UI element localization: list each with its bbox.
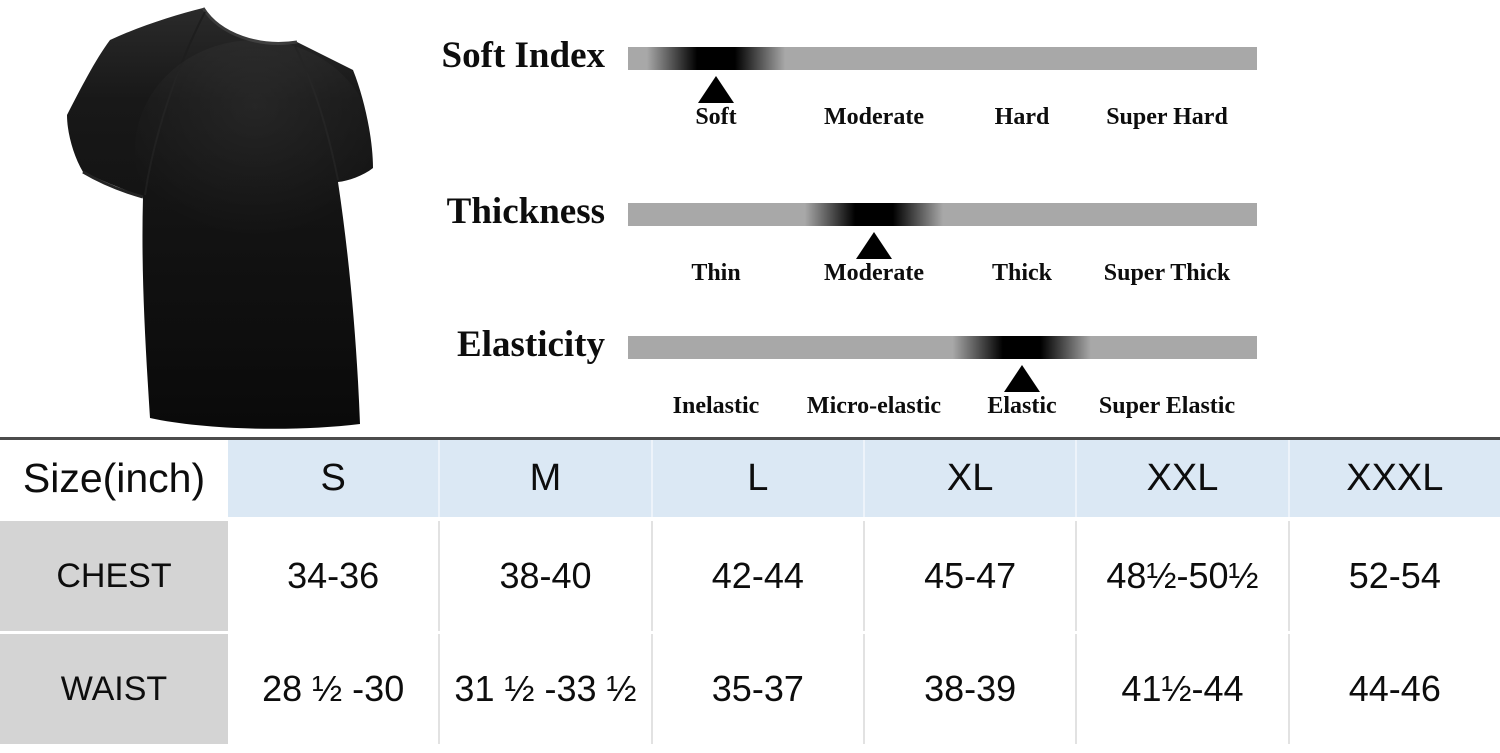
- scale-title: Soft Index: [441, 35, 605, 76]
- scale-level-label: Inelastic: [672, 393, 760, 419]
- waist-value: 35-37: [650, 634, 863, 744]
- scale-title: Thickness: [446, 191, 605, 232]
- header-cell-size-xxl: XXL: [1075, 440, 1288, 517]
- thickness-bar: [628, 203, 1257, 226]
- header-cell-size-unit: Size(inch): [0, 440, 228, 517]
- waist-value: 31 ½ -33 ½: [438, 634, 651, 744]
- chest-value: 38-40: [438, 521, 651, 631]
- waist-value: 41½-44: [1075, 634, 1288, 744]
- scale-level-label: Micro-elastic: [806, 393, 942, 419]
- scale-level-label: Thick: [991, 260, 1053, 286]
- scale-level-label: Super Hard: [1106, 104, 1228, 130]
- table-top-border: [0, 437, 1500, 440]
- chest-value: 34-36: [228, 521, 439, 631]
- chest-value: 45-47: [862, 521, 1076, 631]
- scale-title: Elasticity: [457, 324, 605, 365]
- header-cell-size-s: S: [228, 440, 439, 517]
- marker-triangle-icon: [698, 76, 734, 103]
- table-header-row: Size(inch) S M L XL XXL XXXL: [0, 440, 1500, 517]
- scale-level-label: Hard: [994, 104, 1050, 130]
- scale-thickness: Thickness Thin Moderate Thick Super Thic…: [0, 192, 1500, 313]
- scale-soft-index: Soft Index Soft Moderate Hard Super Hard: [0, 36, 1500, 157]
- sleeve-hem-left: [82, 170, 144, 199]
- scale-level-label: Moderate: [824, 104, 924, 130]
- tshirt-image: [67, 7, 375, 429]
- scale-level-label: Soft: [695, 104, 737, 130]
- scale-level-label: Elastic: [987, 393, 1057, 419]
- chest-value: 52-54: [1287, 521, 1500, 631]
- chest-value: 48½-50½: [1075, 521, 1288, 631]
- table-row-waist: WAIST 28 ½ -30 31 ½ -33 ½ 35-37 38-39 41…: [0, 634, 1500, 744]
- table-row-chest: CHEST 34-36 38-40 42-44 45-47 48½-50½ 52…: [0, 521, 1500, 631]
- scale-level-label: Moderate: [824, 260, 924, 286]
- collar-rim: [201, 7, 298, 45]
- waist-value: 38-39: [862, 634, 1076, 744]
- elasticity-bar: [628, 336, 1257, 359]
- row-label-waist: WAIST: [0, 634, 228, 744]
- scale-level-label: Thin: [691, 260, 741, 286]
- fabric-sheen: [135, 40, 375, 260]
- header-cell-size-l: L: [650, 440, 863, 517]
- scale-level-label: Super Thick: [1103, 260, 1231, 286]
- marker-triangle-icon: [1004, 365, 1040, 392]
- chest-value: 42-44: [650, 521, 863, 631]
- scale-level-label: Super Elastic: [1098, 393, 1236, 419]
- waist-value: 28 ½ -30: [228, 634, 439, 744]
- header-cell-size-xxxl: XXXL: [1287, 440, 1500, 517]
- scale-elasticity: Elasticity Inelastic Micro-elastic Elast…: [0, 325, 1500, 446]
- waist-value: 44-46: [1287, 634, 1500, 744]
- size-table: Size(inch) S M L XL XXL XXXL CHEST 34-36…: [0, 437, 1500, 747]
- marker-triangle-icon: [856, 232, 892, 259]
- header-cell-size-xl: XL: [862, 440, 1076, 517]
- row-label-chest: CHEST: [0, 521, 228, 631]
- soft-index-bar: [628, 47, 1257, 70]
- header-cell-size-m: M: [438, 440, 651, 517]
